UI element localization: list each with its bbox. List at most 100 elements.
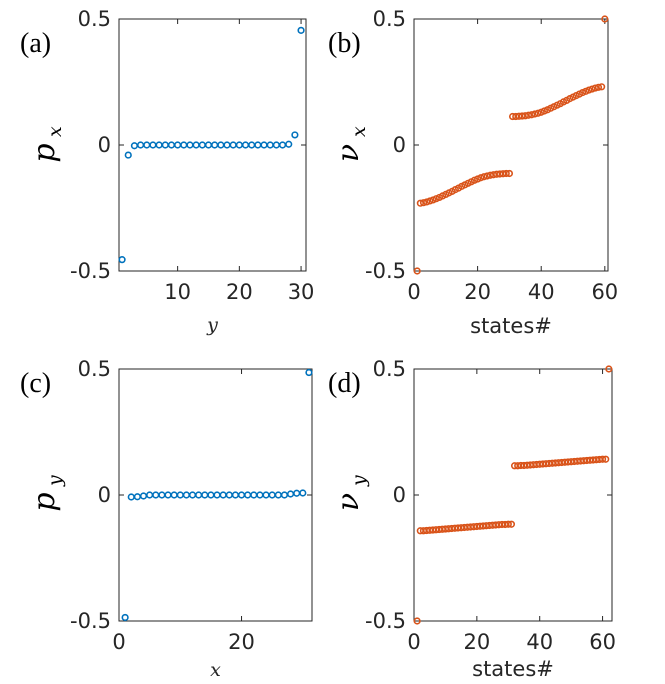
x-axis-label: y [206,314,218,336]
data-point [182,491,190,499]
y-axis-label-subscript: x [44,126,66,137]
data-point [244,491,252,499]
data-point [167,141,176,149]
data-point [518,112,526,120]
axes-box-b [413,18,609,272]
data-point [176,491,184,499]
panel-label-a: (a) [20,28,51,59]
data-point [588,85,596,93]
y-axis-label-main: ν [331,493,366,511]
data-point [591,84,599,92]
data-point [480,173,488,181]
y-tick-label: 0.5 [78,357,111,381]
y-tick-label: 0.5 [373,7,406,31]
y-axis-label-subscript: x [348,126,370,137]
data-point [262,491,270,499]
y-tick-label: -0.5 [365,259,406,283]
data-point [278,141,287,149]
x-tick-label: 0 [112,630,125,654]
y-axis-label-main: ν [331,144,366,162]
data-point [419,199,428,207]
y-axis-label-main: p [27,143,62,162]
data-point [235,141,243,149]
data-point [180,141,188,149]
data-point [152,491,160,499]
data-point [605,365,613,373]
data-point [299,489,307,497]
y-tick-label: 0.5 [78,7,111,31]
data-point [213,491,221,499]
x-tick-label: 20 [226,280,253,304]
data-point [274,491,282,499]
data-point [217,141,225,149]
data-point [192,141,200,149]
data-point [231,491,240,499]
data-point [505,169,514,178]
x-axis-label: x [210,659,221,681]
data-point [483,172,491,180]
data-point [121,613,129,622]
data-point [524,111,533,119]
y-tick-label: 0 [393,133,406,157]
panel-label-d: (d) [328,368,361,399]
data-point [266,141,274,149]
data-point [225,491,233,499]
x-tick-label: 20 [464,280,491,304]
x-tick-label: 40 [526,630,553,654]
x-tick-label: 0 [407,280,420,304]
data-point [118,256,126,264]
panel-label-b: (b) [328,28,361,59]
x-tick-label: 0 [407,630,420,654]
data-point [146,491,154,499]
x-axis-label: states# [470,314,552,338]
data-point [149,141,157,149]
data-point [204,141,213,149]
data-point [137,141,145,149]
data-point [528,111,536,119]
data-point [198,141,206,149]
data-point [285,140,293,148]
data-point [413,267,421,275]
x-tick-label: 10 [164,280,191,304]
data-point [426,197,434,205]
x-tick-label: 20 [228,630,255,654]
data-point [585,86,593,94]
x-axis-label: states# [472,657,554,681]
data-point [207,491,215,499]
data-point [489,171,498,179]
x-tick-label: 60 [591,280,618,304]
panel-label-c: (c) [20,368,51,399]
data-point [413,617,421,625]
y-tick-label: 0 [98,133,111,157]
data-point [174,141,182,149]
data-point [237,491,246,499]
y-axis-label-subscript: y [44,475,66,487]
data-point [272,141,280,149]
data-point [229,141,237,149]
y-tick-label: -0.5 [365,609,406,633]
data-point [219,491,227,499]
x-tick-label: 60 [589,630,616,654]
y-axis-label: νy [331,475,370,511]
data-point [502,169,510,178]
y-tick-label: -0.5 [70,609,111,633]
data-point [161,141,169,149]
data-point [521,112,529,120]
x-tick-label: 30 [288,280,315,304]
data-point [195,491,203,499]
data-point [507,520,516,528]
data-point [124,151,132,159]
data-point [139,492,148,500]
data-point [248,141,256,149]
y-tick-label: 0 [98,483,111,507]
data-point [305,368,313,377]
data-point [598,83,606,91]
x-tick-label: 20 [463,630,490,654]
axes-box-d [413,368,613,622]
data-point [297,26,305,34]
data-point [534,109,542,117]
y-axis-label-subscript: y [348,475,370,487]
